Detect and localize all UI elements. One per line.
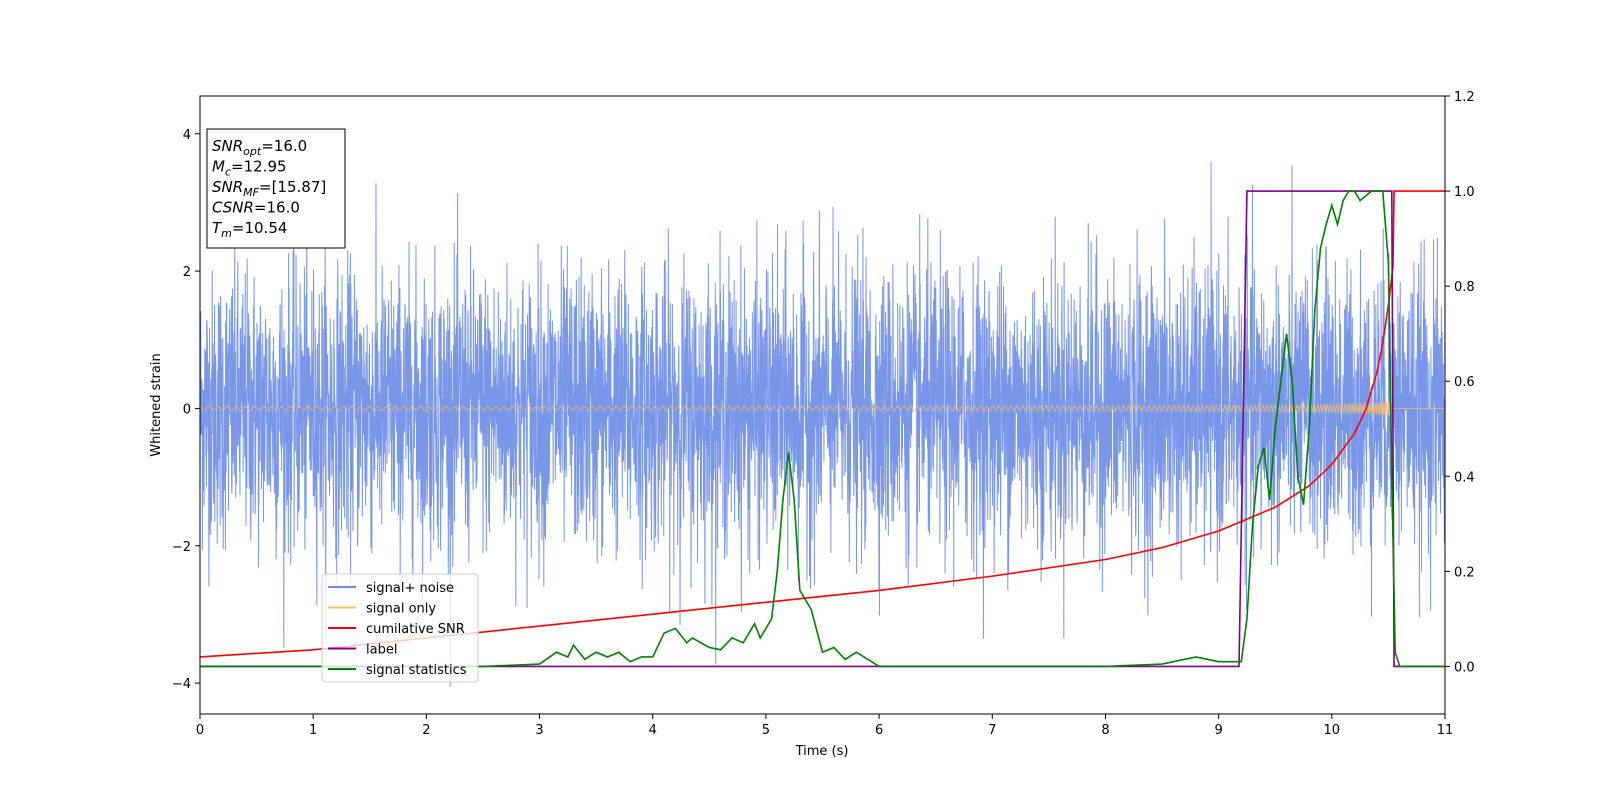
x-tick-label: 9	[1214, 723, 1222, 738]
y-right-tick-label: 0.2	[1454, 565, 1475, 580]
legend-label: signal only	[366, 602, 436, 617]
info-line: CSNR=16.0	[212, 199, 300, 217]
series-signal-only	[200, 399, 1445, 417]
x-tick-label: 7	[988, 723, 996, 738]
y-right-tick-label: 0.4	[1454, 470, 1475, 485]
y-axis-left-ticks: 4 2 0 −2 −4	[172, 128, 200, 692]
plot-frame	[199, 95, 1446, 715]
y-axis-title: Whitened strain	[149, 353, 164, 456]
legend-label: signal+ noise	[366, 581, 454, 596]
x-tick-label: 8	[1101, 723, 1109, 738]
legend-label: cumilative SNR	[366, 622, 465, 637]
legend: signal+ noise signal only cumilative SNR la…	[321, 573, 479, 683]
info-line: Tm=10.54	[212, 219, 287, 240]
x-tick-label: 2	[422, 723, 430, 738]
info-line: Mc=12.95	[212, 158, 287, 179]
y-left-tick-label: −4	[172, 677, 191, 692]
y-left-tick-label: 0	[183, 402, 191, 417]
legend-frame	[321, 573, 479, 683]
info-line: SNRopt=16.0	[212, 137, 307, 158]
x-axis-title: Time (s)	[795, 744, 849, 759]
x-tick-label: 4	[649, 723, 657, 738]
x-tick-label: 6	[875, 723, 883, 738]
y-left-tick-label: 4	[183, 128, 191, 143]
legend-label: signal statistics	[366, 663, 467, 678]
y-axis-right-ticks: 1.2 1.0 0.8 0.6 0.4 0.2 0.0	[1445, 90, 1475, 675]
series-layer	[200, 161, 1445, 687]
info-box: SNRopt=16.0Mc=12.95SNRMF=[15.87]CSNR=16.…	[206, 128, 346, 249]
series-signal-statistics	[200, 190, 1445, 668]
y-right-tick-label: 0.0	[1454, 660, 1475, 675]
y-left-tick-label: −2	[172, 540, 191, 555]
x-tick-label: 5	[762, 723, 770, 738]
legend-label: label	[366, 643, 397, 658]
series-cumulative-snr	[200, 190, 1445, 658]
y-right-tick-label: 0.6	[1454, 375, 1475, 390]
y-right-tick-label: 1.0	[1454, 185, 1475, 200]
x-tick-label: 0	[196, 723, 204, 738]
x-tick-label: 3	[535, 723, 543, 738]
y-right-tick-label: 0.8	[1454, 280, 1475, 295]
y-right-tick-label: 1.2	[1454, 90, 1475, 105]
x-tick-label: 10	[1324, 723, 1341, 738]
info-line: SNRMF=[15.87]	[212, 178, 326, 199]
x-tick-label: 11	[1437, 723, 1454, 738]
x-tick-label: 1	[309, 723, 317, 738]
y-left-tick-label: 2	[183, 265, 191, 280]
x-axis-ticks: 0 1 2 3 4 5 6 7 8 9 10 11	[196, 714, 1453, 738]
info-box-frame	[206, 128, 346, 249]
series-signal-noise	[200, 161, 1445, 687]
